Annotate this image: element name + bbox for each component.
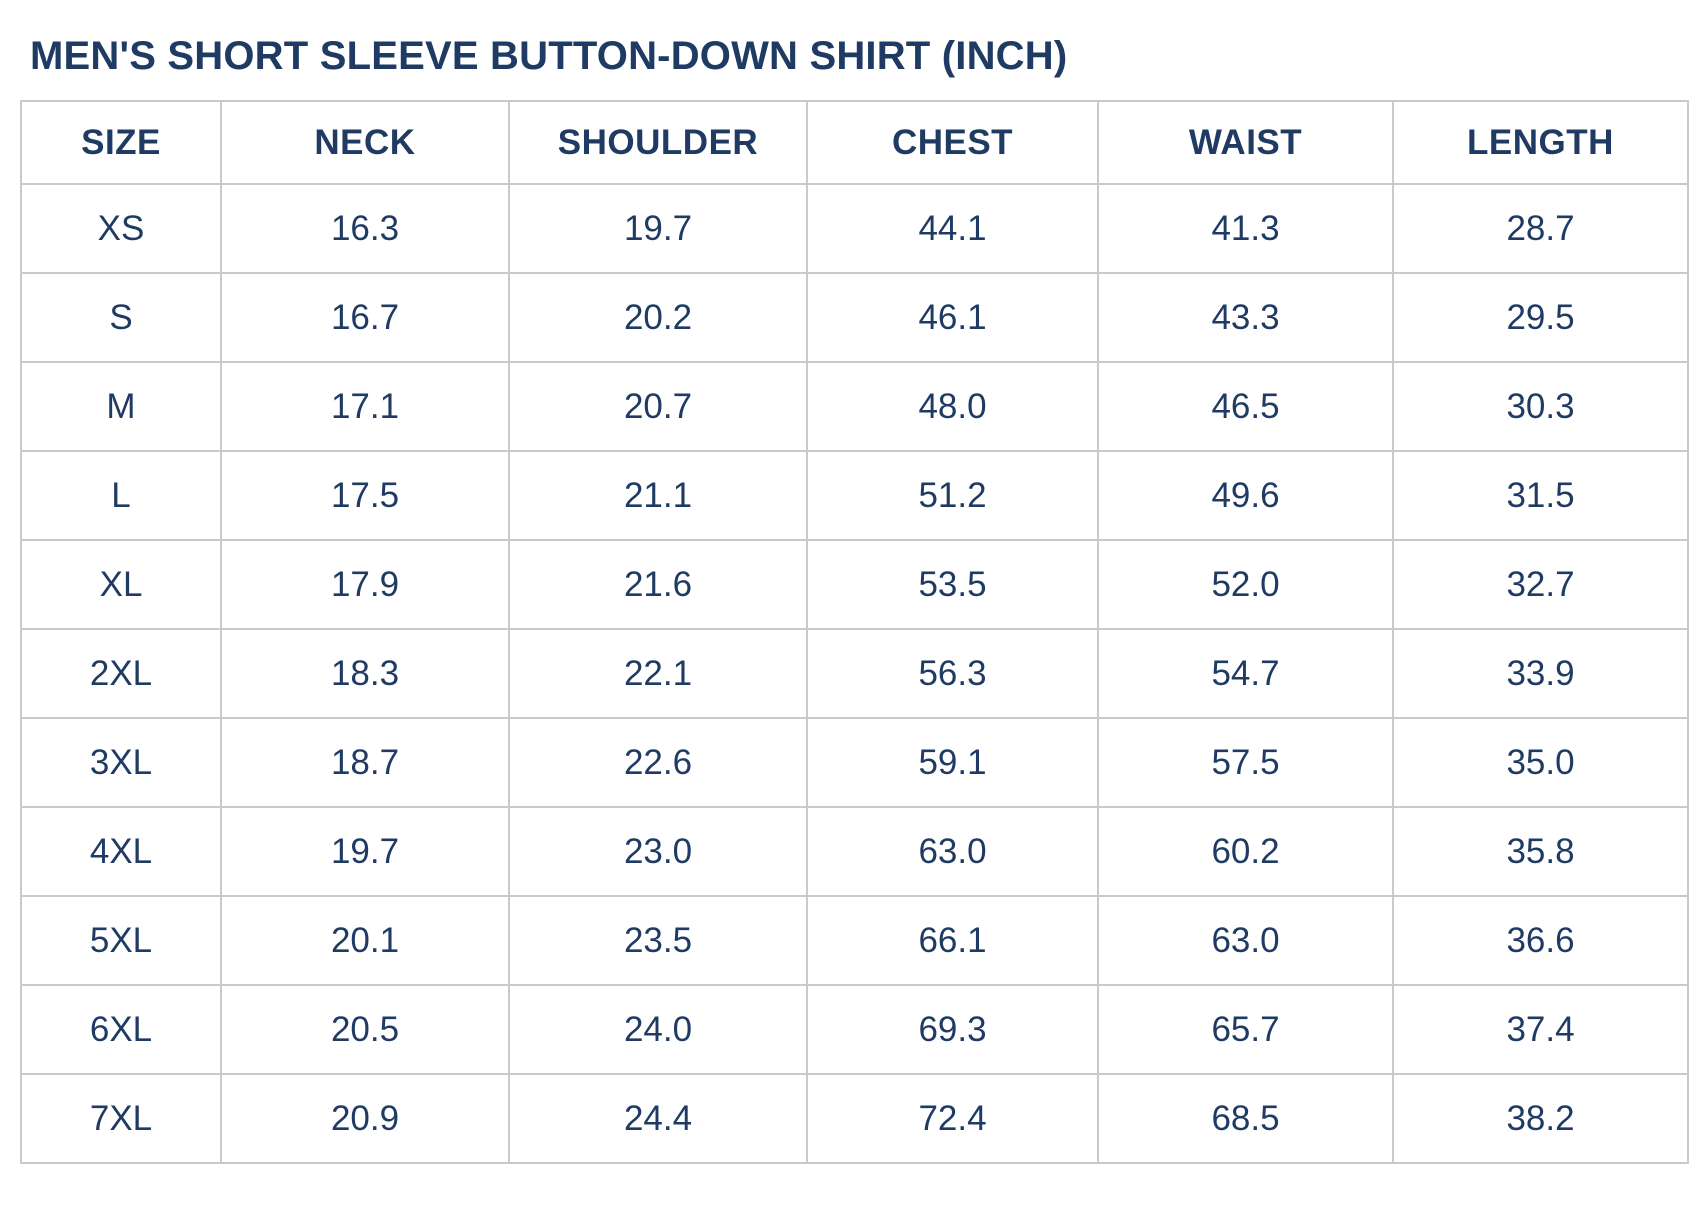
cell-length: 33.9 [1392, 628, 1689, 719]
column-header-waist: WAIST [1097, 100, 1394, 185]
table-row-3xl: 3XL 18.7 22.6 59.1 57.5 35.0 [20, 717, 1689, 808]
cell-chest: 56.3 [806, 628, 1099, 719]
column-header-size: SIZE [20, 100, 222, 185]
table-row-l: L 17.5 21.1 51.2 49.6 31.5 [20, 450, 1689, 541]
column-header-neck: NECK [220, 100, 510, 185]
cell-shoulder: 20.7 [508, 361, 808, 452]
cell-waist: 49.6 [1097, 450, 1394, 541]
cell-length: 38.2 [1392, 1073, 1689, 1164]
cell-neck: 20.5 [220, 984, 510, 1075]
cell-neck: 17.1 [220, 361, 510, 452]
cell-shoulder: 23.0 [508, 806, 808, 897]
cell-neck: 19.7 [220, 806, 510, 897]
table-row-5xl: 5XL 20.1 23.5 66.1 63.0 36.6 [20, 895, 1689, 986]
column-header-chest: CHEST [806, 100, 1099, 185]
cell-length: 29.5 [1392, 272, 1689, 363]
cell-shoulder: 23.5 [508, 895, 808, 986]
column-header-shoulder: SHOULDER [508, 100, 808, 185]
cell-waist: 54.7 [1097, 628, 1394, 719]
cell-waist: 43.3 [1097, 272, 1394, 363]
cell-waist: 57.5 [1097, 717, 1394, 808]
cell-chest: 72.4 [806, 1073, 1099, 1164]
cell-chest: 48.0 [806, 361, 1099, 452]
cell-length: 28.7 [1392, 183, 1689, 274]
cell-waist: 68.5 [1097, 1073, 1394, 1164]
size-chart-table: SIZE NECK SHOULDER CHEST WAIST LENGTH XS… [20, 100, 1689, 1164]
cell-neck: 18.7 [220, 717, 510, 808]
cell-length: 35.0 [1392, 717, 1689, 808]
cell-shoulder: 19.7 [508, 183, 808, 274]
cell-neck: 20.1 [220, 895, 510, 986]
cell-neck: 18.3 [220, 628, 510, 719]
table-row-2xl: 2XL 18.3 22.1 56.3 54.7 33.9 [20, 628, 1689, 719]
cell-size: S [20, 272, 222, 363]
cell-size: XS [20, 183, 222, 274]
cell-length: 30.3 [1392, 361, 1689, 452]
cell-shoulder: 24.4 [508, 1073, 808, 1164]
cell-chest: 44.1 [806, 183, 1099, 274]
table-row-7xl: 7XL 20.9 24.4 72.4 68.5 38.2 [20, 1073, 1689, 1164]
table-row-6xl: 6XL 20.5 24.0 69.3 65.7 37.4 [20, 984, 1689, 1075]
cell-length: 35.8 [1392, 806, 1689, 897]
cell-neck: 20.9 [220, 1073, 510, 1164]
cell-waist: 52.0 [1097, 539, 1394, 630]
table-row-xs: XS 16.3 19.7 44.1 41.3 28.7 [20, 183, 1689, 274]
cell-shoulder: 24.0 [508, 984, 808, 1075]
cell-size: XL [20, 539, 222, 630]
page-title: MEN'S SHORT SLEEVE BUTTON-DOWN SHIRT (IN… [30, 34, 1068, 78]
cell-chest: 63.0 [806, 806, 1099, 897]
header-row: SIZE NECK SHOULDER CHEST WAIST LENGTH [20, 100, 1689, 185]
cell-length: 31.5 [1392, 450, 1689, 541]
cell-chest: 46.1 [806, 272, 1099, 363]
cell-waist: 41.3 [1097, 183, 1394, 274]
cell-neck: 17.9 [220, 539, 510, 630]
table-row-4xl: 4XL 19.7 23.0 63.0 60.2 35.8 [20, 806, 1689, 897]
cell-waist: 46.5 [1097, 361, 1394, 452]
cell-shoulder: 21.1 [508, 450, 808, 541]
table-row-xl: XL 17.9 21.6 53.5 52.0 32.7 [20, 539, 1689, 630]
cell-chest: 69.3 [806, 984, 1099, 1075]
cell-size: 7XL [20, 1073, 222, 1164]
cell-size: 2XL [20, 628, 222, 719]
table-row-m: M 17.1 20.7 48.0 46.5 30.3 [20, 361, 1689, 452]
cell-size: M [20, 361, 222, 452]
cell-neck: 16.7 [220, 272, 510, 363]
cell-chest: 53.5 [806, 539, 1099, 630]
cell-size: 3XL [20, 717, 222, 808]
column-header-length: LENGTH [1392, 100, 1689, 185]
cell-length: 36.6 [1392, 895, 1689, 986]
cell-shoulder: 21.6 [508, 539, 808, 630]
cell-neck: 16.3 [220, 183, 510, 274]
cell-chest: 51.2 [806, 450, 1099, 541]
cell-size: 5XL [20, 895, 222, 986]
cell-waist: 60.2 [1097, 806, 1394, 897]
cell-neck: 17.5 [220, 450, 510, 541]
cell-chest: 59.1 [806, 717, 1099, 808]
cell-size: 6XL [20, 984, 222, 1075]
cell-size: L [20, 450, 222, 541]
cell-shoulder: 22.6 [508, 717, 808, 808]
table-row-s: S 16.7 20.2 46.1 43.3 29.5 [20, 272, 1689, 363]
cell-chest: 66.1 [806, 895, 1099, 986]
cell-length: 37.4 [1392, 984, 1689, 1075]
cell-size: 4XL [20, 806, 222, 897]
cell-length: 32.7 [1392, 539, 1689, 630]
cell-waist: 65.7 [1097, 984, 1394, 1075]
cell-shoulder: 20.2 [508, 272, 808, 363]
cell-waist: 63.0 [1097, 895, 1394, 986]
cell-shoulder: 22.1 [508, 628, 808, 719]
